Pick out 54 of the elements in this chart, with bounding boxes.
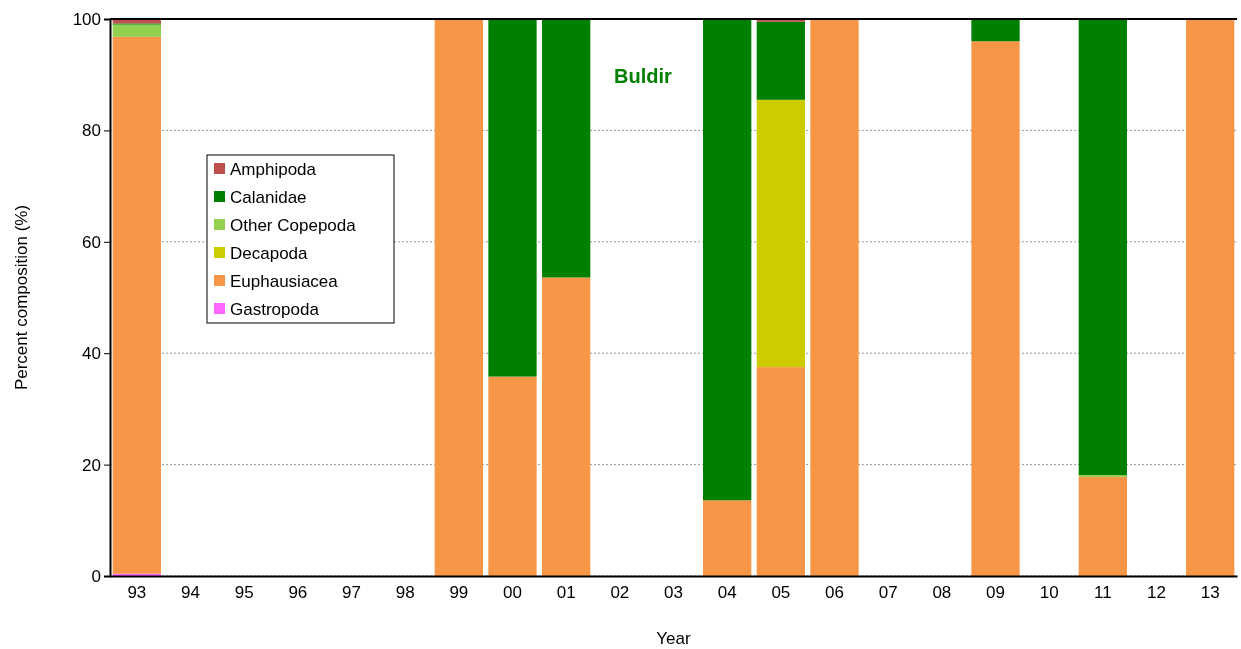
bar [756,99,805,368]
y-tick-label: 40 [82,344,101,364]
bar [810,19,859,576]
legend-label: Gastropoda [230,300,320,319]
bar [112,36,161,574]
x-tick-label: 97 [342,583,361,603]
bar [756,21,805,100]
y-axis-title: Percent composition (%) [12,204,31,391]
x-tick-label: 09 [986,583,1005,603]
x-tick-label: 03 [664,583,683,603]
x-tick-label: 10 [1039,583,1059,603]
y-tick-label: 0 [91,566,101,586]
bar [1186,19,1235,576]
bar [703,500,752,576]
bar [112,24,161,37]
x-axis-title: Year [656,629,692,648]
x-tick-label: 98 [395,583,415,603]
x-tick-label: 04 [717,583,737,603]
legend-label: Amphipoda [230,160,317,179]
x-tick-label: 11 [1094,583,1112,603]
x-tick-label: 99 [449,583,469,603]
x-tick-label: 00 [503,583,522,603]
bar [703,19,752,501]
x-tick-label: 05 [771,583,791,603]
y-tick-label: 100 [72,9,101,29]
x-tick-label: 93 [127,583,147,603]
x-tick-label: 01 [556,583,576,603]
x-tick-label: 94 [181,583,200,603]
bar [1078,476,1127,576]
bar [542,277,591,576]
legend-label: Euphausiacea [230,272,339,291]
x-tick-label: 12 [1147,583,1166,603]
x-tick-label: 06 [825,583,844,603]
x-tick-label: 96 [288,583,308,603]
y-tick-label: 60 [82,232,101,252]
legend-label: Other Copepoda [230,216,357,235]
bar [488,376,537,576]
bar [434,19,483,576]
x-tick-label: 13 [1200,583,1220,603]
bar [488,19,537,377]
bar [542,19,591,278]
x-tick-label: 02 [610,583,630,603]
x-tick-label: 95 [234,583,254,603]
bar [756,367,805,576]
bar [971,41,1020,576]
y-tick-label: 80 [82,121,101,141]
y-tick-label: 20 [82,455,101,475]
x-tick-label: 07 [878,583,898,603]
annotation: Buldir [614,65,673,87]
bar [1078,19,1127,476]
legend-label: Decapoda [230,244,309,263]
bar [971,19,1020,42]
legend-label: Calanidae [230,188,307,207]
x-tick-label: 08 [932,583,952,603]
